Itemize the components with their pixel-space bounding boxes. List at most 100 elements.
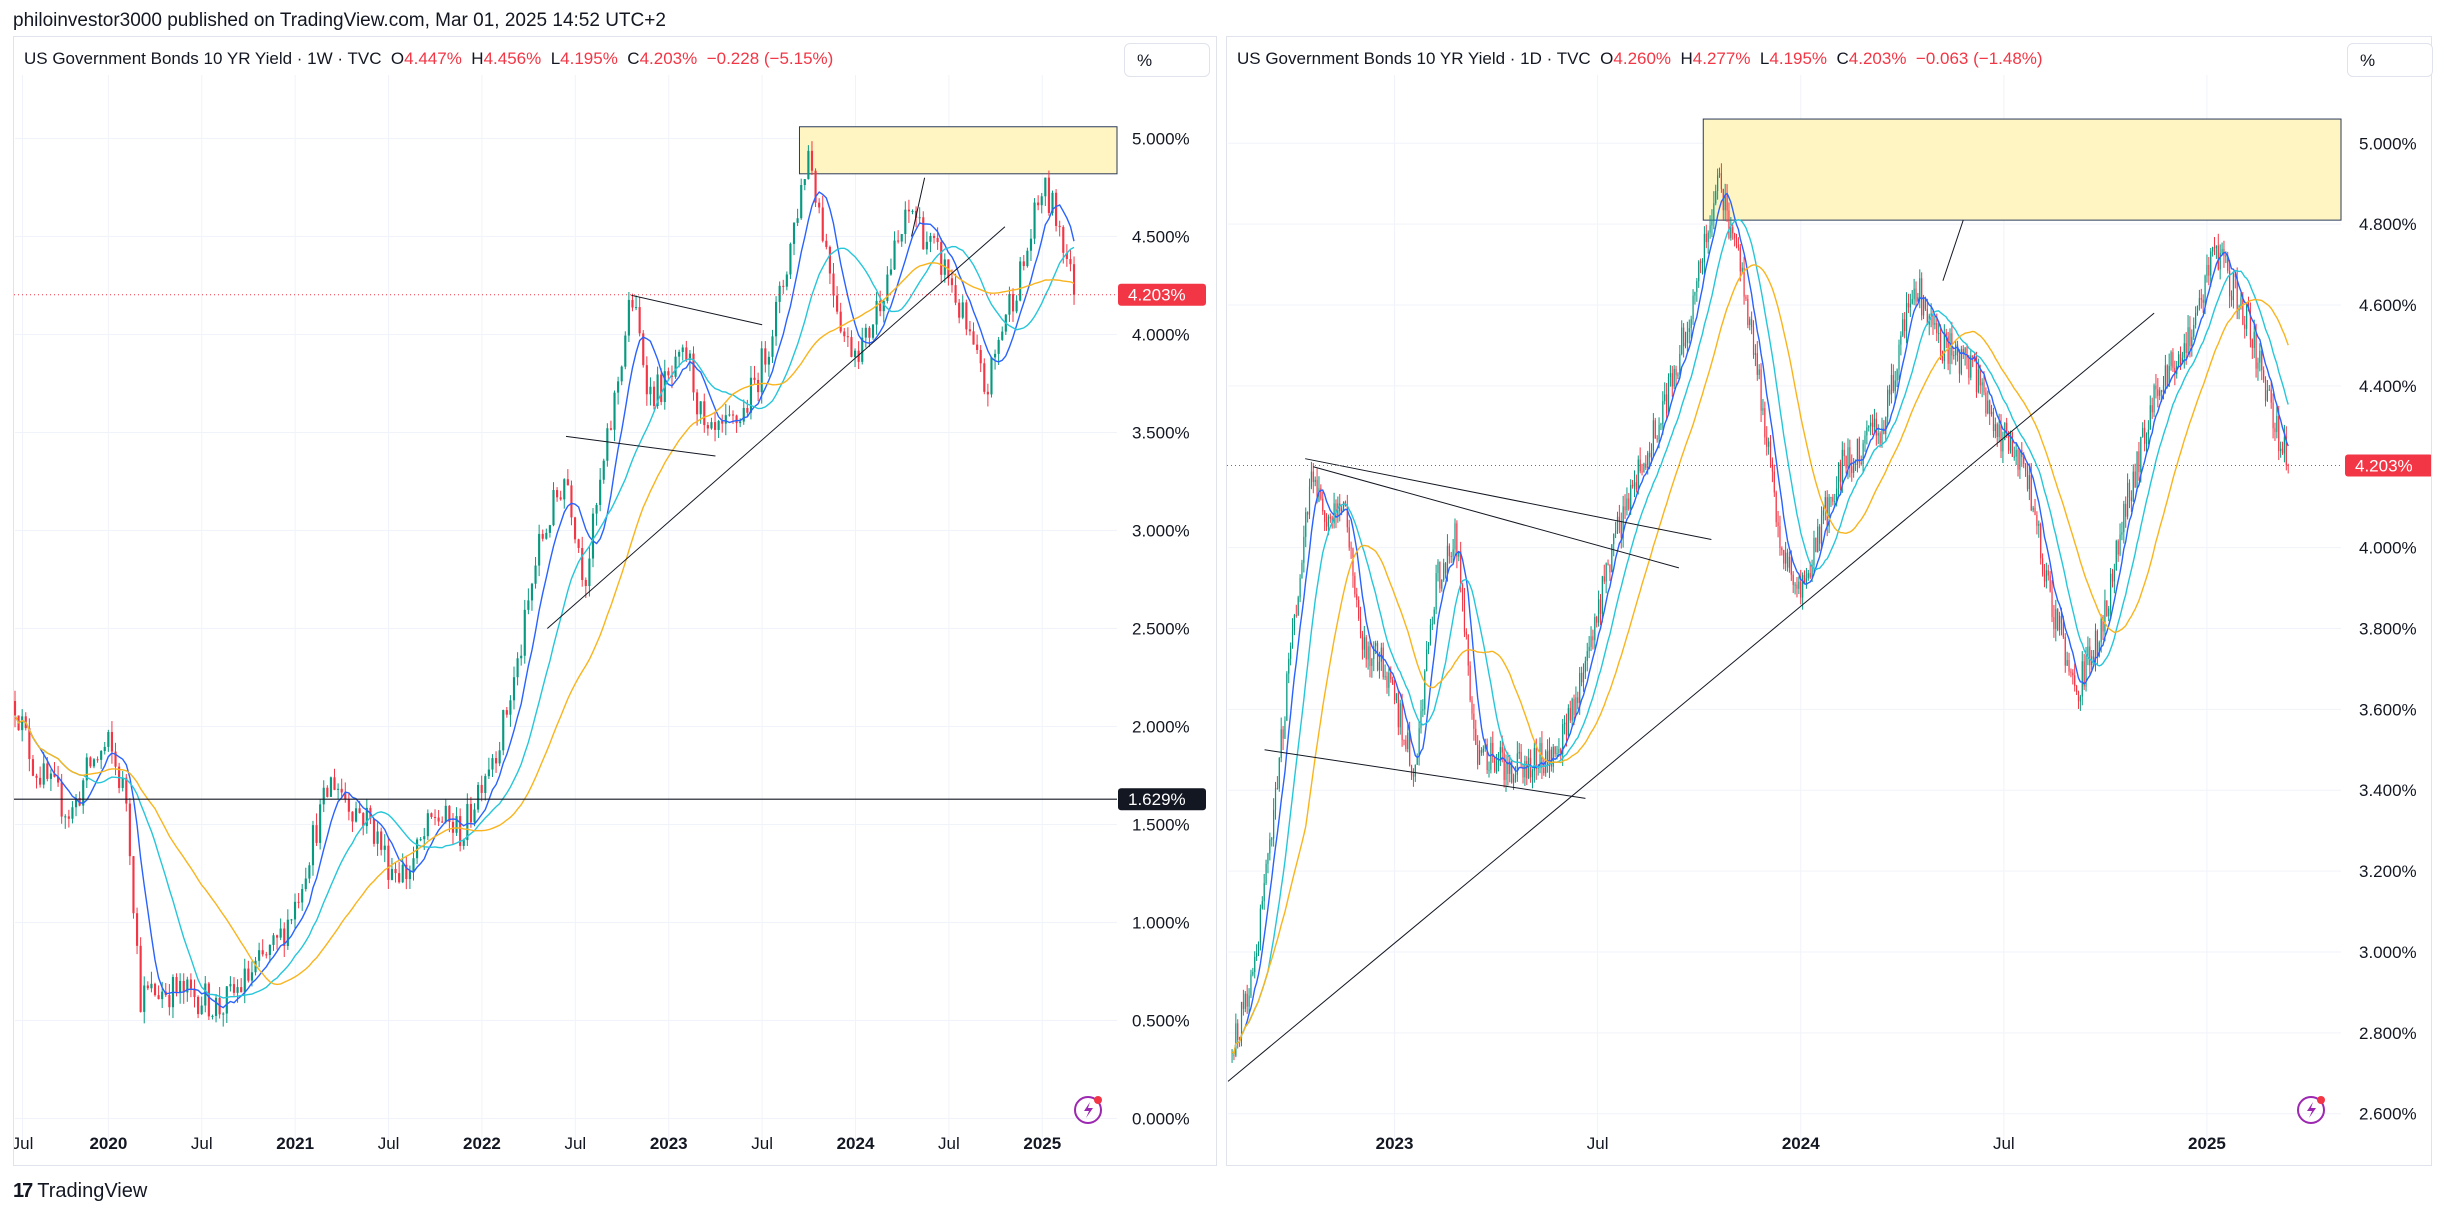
percent-scale-button[interactable]: % bbox=[1124, 43, 1210, 77]
candle-body bbox=[670, 375, 674, 377]
candle-body bbox=[1970, 355, 1972, 378]
candle-body bbox=[814, 170, 817, 203]
open-value: 4.447% bbox=[404, 49, 462, 68]
candle-body bbox=[595, 504, 598, 514]
candle-body bbox=[1571, 698, 1573, 721]
candle-body bbox=[1613, 533, 1615, 545]
candle-body bbox=[1297, 597, 1299, 616]
candle-body bbox=[1062, 227, 1065, 253]
candle-body bbox=[2119, 534, 2121, 555]
candle-body bbox=[717, 420, 720, 430]
moving-average-line bbox=[1231, 218, 2289, 1056]
candle-body bbox=[1915, 288, 1917, 302]
candle-body bbox=[135, 913, 139, 946]
candle-body bbox=[2283, 436, 2286, 454]
candle-body bbox=[2161, 390, 2163, 392]
candle-body bbox=[2030, 475, 2032, 511]
candle-body bbox=[1348, 527, 1350, 548]
candle-body bbox=[1972, 355, 1974, 357]
candle-body bbox=[1836, 488, 1838, 502]
tradingview-footer[interactable]: 17 TradingView bbox=[13, 1180, 147, 1203]
candle-body bbox=[1696, 281, 1698, 292]
candle-body bbox=[387, 845, 390, 880]
candle-body bbox=[1990, 411, 1993, 415]
candle-body bbox=[617, 381, 620, 393]
candle-body bbox=[1834, 501, 1836, 503]
candle-body bbox=[161, 991, 164, 1000]
weekly-chart-svg[interactable]: 1.629% 0.000% 0.500% 1.000% 1.500% 2.000% 2.50… bbox=[14, 37, 1216, 1165]
candle-body bbox=[1378, 661, 1381, 671]
replay-lightning-icon[interactable] bbox=[2297, 1096, 2325, 1124]
candle-body bbox=[602, 460, 605, 480]
candle-body bbox=[64, 816, 67, 818]
candle-body bbox=[1932, 313, 1934, 325]
daily-chart-svg[interactable]: 2.600% 2.800% 3.000% 3.200% 3.400% 3.600% 3.80… bbox=[1227, 37, 2431, 1165]
candle-body bbox=[1684, 342, 1687, 347]
candle-body bbox=[1900, 335, 1902, 345]
candle-body bbox=[681, 347, 684, 352]
candle-body bbox=[85, 757, 88, 781]
candle-body bbox=[279, 928, 282, 938]
notification-dot-icon bbox=[2317, 1096, 2325, 1104]
candle-body bbox=[818, 202, 821, 208]
candle-body bbox=[2281, 448, 2284, 454]
candle-body bbox=[96, 759, 99, 761]
candle-body bbox=[2094, 630, 2097, 660]
chart-panel-daily[interactable]: US Government Bonds 10 YR Yield · 1D · T… bbox=[1226, 36, 2433, 1166]
replay-lightning-icon[interactable] bbox=[1074, 1096, 1102, 1124]
candle-body bbox=[1456, 523, 1458, 557]
percent-scale-button[interactable]: % bbox=[2347, 43, 2433, 77]
candle-body bbox=[1401, 703, 1403, 741]
candle-body bbox=[1633, 482, 1636, 487]
candle-body bbox=[599, 479, 602, 505]
candle-body bbox=[1488, 769, 1490, 771]
low-key: L bbox=[550, 49, 561, 68]
candle-body bbox=[1458, 551, 1460, 557]
candle-body bbox=[139, 945, 142, 1012]
candle-body bbox=[2049, 575, 2051, 592]
candle-body bbox=[1356, 594, 1358, 600]
candle-body bbox=[494, 758, 498, 764]
candle-body bbox=[1427, 643, 1430, 650]
candle-body bbox=[2166, 365, 2168, 387]
candle-body bbox=[2009, 432, 2012, 451]
candle-body bbox=[1397, 693, 1399, 728]
candle-body bbox=[2102, 618, 2104, 632]
candle-body bbox=[1905, 303, 1908, 332]
candle-body bbox=[2085, 655, 2087, 687]
candle-body bbox=[344, 792, 347, 800]
candle-body bbox=[222, 1013, 225, 1015]
candle-body bbox=[1469, 665, 1471, 701]
candle-body bbox=[2168, 365, 2170, 387]
candle-body bbox=[2113, 570, 2115, 582]
y-axis-tick-label: 3.200% bbox=[2359, 862, 2417, 881]
candle-body bbox=[1815, 537, 1817, 552]
candle-body bbox=[1365, 637, 1367, 660]
candle-body bbox=[1807, 573, 1809, 579]
candle-body bbox=[121, 777, 124, 788]
candle-body bbox=[1543, 768, 1545, 774]
candle-body bbox=[2092, 656, 2095, 660]
candle-body bbox=[247, 968, 250, 981]
candle-body bbox=[2079, 696, 2081, 702]
x-axis-tick-label: 2022 bbox=[463, 1134, 501, 1153]
candle-body bbox=[1790, 556, 1792, 575]
candle-body bbox=[836, 295, 839, 312]
open-key: O bbox=[1600, 49, 1614, 68]
candle-body bbox=[1785, 552, 1787, 564]
x-axis-tick-label: Jul bbox=[14, 1134, 33, 1153]
candle-body bbox=[150, 983, 153, 989]
candle-body bbox=[1280, 729, 1282, 758]
open-key: O bbox=[390, 49, 405, 68]
chart-panel-weekly[interactable]: US Government Bonds 10 YR Yield · 1W · T… bbox=[13, 36, 1217, 1166]
candle-body bbox=[322, 787, 325, 805]
candle-body bbox=[1546, 751, 1549, 766]
candle-body bbox=[2000, 424, 2002, 452]
candle-body bbox=[405, 864, 408, 880]
candle-body bbox=[1902, 319, 1904, 336]
candle-body bbox=[1350, 547, 1352, 549]
tradingview-brand: TradingView bbox=[37, 1180, 148, 1202]
candle-body bbox=[986, 391, 989, 395]
candle-body bbox=[1494, 756, 1496, 772]
candle-body bbox=[660, 374, 663, 402]
